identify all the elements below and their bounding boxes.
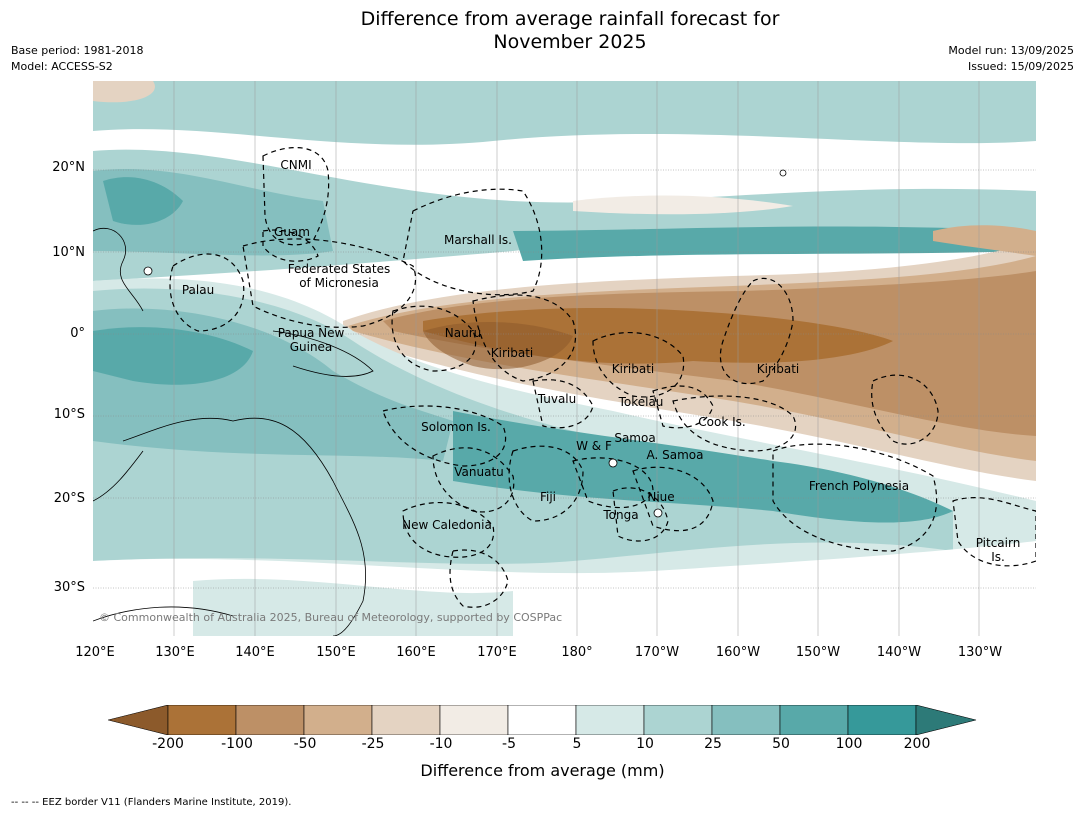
colorbar-segment <box>507 705 577 735</box>
colorbar <box>108 705 977 735</box>
colorbar-tick: -100 <box>221 736 253 752</box>
lon-label: 120°E <box>75 645 115 660</box>
colorbar-tick: -25 <box>361 736 385 752</box>
title-line-2: November 2025 <box>493 31 647 53</box>
base-period-info: Base period: 1981-2018 Model: ACCESS-S2 <box>11 43 143 75</box>
lon-label: 130°W <box>957 645 1003 660</box>
lon-label: 150°W <box>795 645 841 660</box>
region-label: Vanuatu <box>454 465 504 479</box>
region-label: Marshall Is. <box>444 233 512 247</box>
lat-label: 10°N <box>52 245 85 260</box>
lon-label: 130°E <box>155 645 195 660</box>
colorbar-tick: 200 <box>903 736 931 752</box>
region-label: A. Samoa <box>646 448 704 462</box>
region-label: Tonga <box>603 508 639 522</box>
base-period: Base period: 1981-2018 <box>11 44 144 57</box>
colorbar-segment <box>711 705 781 735</box>
region-label: Tuvalu <box>537 392 577 406</box>
region-label: Tokelau <box>618 395 664 409</box>
lat-label: 10°S <box>53 407 85 422</box>
region-label: Pitcairn Is. <box>975 536 1021 564</box>
model-run-info: Model run: 13/09/2025 Issued: 15/09/2025 <box>948 43 1074 75</box>
lat-label: 30°S <box>53 580 85 595</box>
colorbar-arrow-high <box>915 705 977 735</box>
title-line-1: Difference from average rainfall forecas… <box>360 8 780 30</box>
colorbar-segment <box>167 705 237 735</box>
region-label: W & F <box>576 439 612 453</box>
copyright-notice: © Commonwealth of Australia 2025, Bureau… <box>99 611 563 624</box>
colorbar-tick: -50 <box>293 736 317 752</box>
colorbar-segment <box>847 705 917 735</box>
colorbar-segment <box>303 705 373 735</box>
region-label: Cook Is. <box>698 415 746 429</box>
colorbar-title: Difference from average (mm) <box>420 761 665 780</box>
lon-label: 180° <box>561 645 593 660</box>
chart-title: Difference from average rainfall forecas… <box>0 8 1085 54</box>
colorbar-tick: 10 <box>636 736 654 752</box>
lon-label: 160°E <box>396 645 436 660</box>
region-label: Fiji <box>539 490 557 504</box>
region-label: Niue <box>647 490 675 504</box>
eez-footnote: -- -- -- EEZ border V11 (Flanders Marine… <box>11 797 292 808</box>
lon-label: 140°E <box>235 645 275 660</box>
model-name: Model: ACCESS-S2 <box>11 60 113 73</box>
colorbar-segment <box>575 705 645 735</box>
lon-label: 160°W <box>715 645 761 660</box>
colorbar-segment <box>235 705 305 735</box>
colorbar-tick: 25 <box>704 736 722 752</box>
lon-label: 170°W <box>634 645 680 660</box>
colorbar-segment <box>439 705 509 735</box>
region-label: Papua New Guinea <box>277 326 345 354</box>
colorbar-arrow-low <box>108 705 169 735</box>
lat-label: 20°S <box>53 491 85 506</box>
lon-label: 170°E <box>477 645 517 660</box>
lat-label: 20°N <box>52 160 85 175</box>
region-label: Kiribati <box>490 346 534 360</box>
colorbar-segment <box>779 705 849 735</box>
region-label: New Caledonia <box>402 518 492 532</box>
colorbar-tick: 50 <box>772 736 790 752</box>
model-run: Model run: 13/09/2025 <box>948 44 1074 57</box>
colorbar-tick: 100 <box>835 736 863 752</box>
lon-label: 150°E <box>316 645 356 660</box>
colorbar-tick: -5 <box>502 736 516 752</box>
region-label: Guam <box>274 225 310 239</box>
colorbar-tick: -200 <box>152 736 184 752</box>
rainfall-map: © Commonwealth of Australia 2025, Bureau… <box>93 81 1036 636</box>
region-label: Nauru <box>444 326 482 340</box>
region-label: Federated States of Micronesia <box>287 262 391 290</box>
colorbar-tick: 5 <box>572 736 582 752</box>
region-label: French Polynesia <box>808 479 910 493</box>
region-label: Palau <box>181 283 215 297</box>
region-label: Kiribati <box>756 362 800 376</box>
region-label: CNMI <box>280 158 312 172</box>
colorbar-tick: -10 <box>429 736 453 752</box>
region-label: Solomon Is. <box>421 420 491 434</box>
colorbar-segment <box>643 705 713 735</box>
colorbar-segment <box>371 705 441 735</box>
lon-label: 140°W <box>876 645 922 660</box>
map-canvas <box>93 81 1036 636</box>
region-label: Kiribati <box>611 362 655 376</box>
lat-label: 0° <box>70 326 85 341</box>
region-label: Samoa <box>614 431 656 445</box>
issued-date: Issued: 15/09/2025 <box>967 60 1074 73</box>
